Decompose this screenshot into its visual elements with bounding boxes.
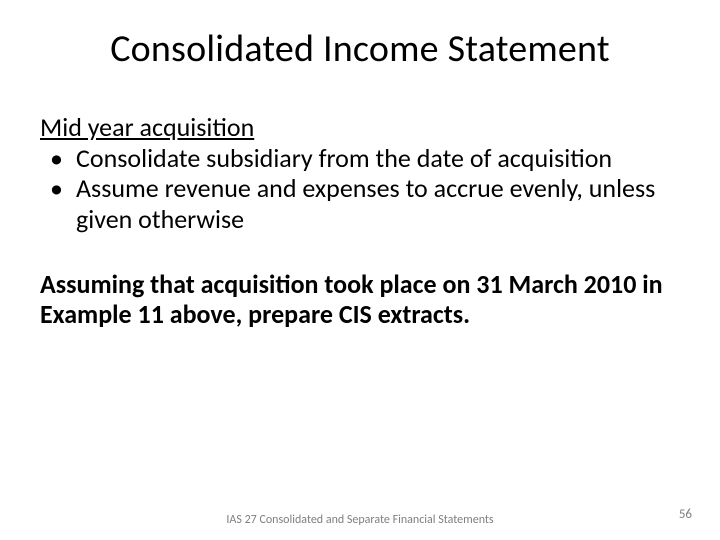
list-item: Consolidate subsidiary from the date of … [40,143,680,174]
footer-text: IAS 27 Consolidated and Separate Financi… [0,514,720,528]
list-item: Assume revenue and expenses to accrue ev… [40,173,680,234]
slide-body: Mid year acquisition Consolidate subsidi… [40,112,680,330]
page-number: 56 [679,507,692,522]
page-title: Consolidated Income Statement [40,26,680,72]
sub-heading: Mid year acquisition [40,112,680,143]
bold-paragraph: Assuming that acquisition took place on … [40,269,680,330]
slide: Consolidated Income Statement Mid year a… [0,0,720,540]
bullet-list: Consolidate subsidiary from the date of … [40,143,680,235]
